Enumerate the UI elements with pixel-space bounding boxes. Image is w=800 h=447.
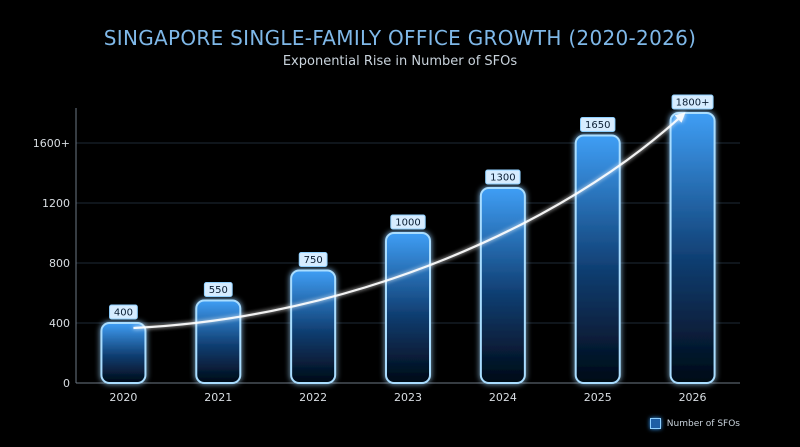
x-tick-label: 2021 <box>204 391 232 404</box>
y-tick-label: 1600+ <box>33 137 70 150</box>
bar <box>574 134 621 384</box>
bar <box>195 299 242 384</box>
bar <box>100 322 147 384</box>
data-label-box <box>298 252 328 267</box>
data-label: 400 <box>114 308 133 319</box>
chart-subtitle: Exponential Rise in Number of SFOs <box>282 54 518 69</box>
y-tick-label: 1200 <box>42 197 70 210</box>
bar <box>385 232 431 384</box>
legend-swatch <box>649 418 661 429</box>
data-label-box <box>580 117 616 132</box>
y-tick-label: 0 <box>63 377 70 390</box>
x-tick-label: 2024 <box>489 391 517 404</box>
legend: Number of SFOs <box>649 418 740 429</box>
y-tick-label: 800 <box>49 257 70 270</box>
chart-title: SINGAPORE SINGLE-FAMILY OFFICE GROWTH (2… <box>103 26 697 50</box>
legend-label: Number of SFOs <box>666 418 740 429</box>
x-tick-label: 2023 <box>394 391 422 404</box>
data-label: 1300 <box>490 173 515 184</box>
data-label-box <box>485 169 521 185</box>
bar <box>290 269 337 384</box>
x-tick-label: 2022 <box>299 391 327 404</box>
data-label: 1800+ <box>676 98 710 109</box>
x-tick-label: 2025 <box>584 391 612 404</box>
data-label: 1000 <box>395 218 420 229</box>
y-tick-label: 400 <box>49 317 70 330</box>
data-label-box <box>203 282 233 297</box>
data-label-box <box>671 94 714 110</box>
data-label-box <box>390 214 426 230</box>
data-label: 750 <box>304 255 323 266</box>
bar <box>669 112 716 384</box>
bar <box>479 187 526 384</box>
x-tick-label: 2026 <box>679 391 707 404</box>
data-label: 550 <box>209 285 228 296</box>
data-label: 1650 <box>585 120 610 131</box>
x-tick-label: 2020 <box>109 391 137 404</box>
trend-arrow <box>133 112 686 330</box>
data-label-box <box>109 304 138 320</box>
